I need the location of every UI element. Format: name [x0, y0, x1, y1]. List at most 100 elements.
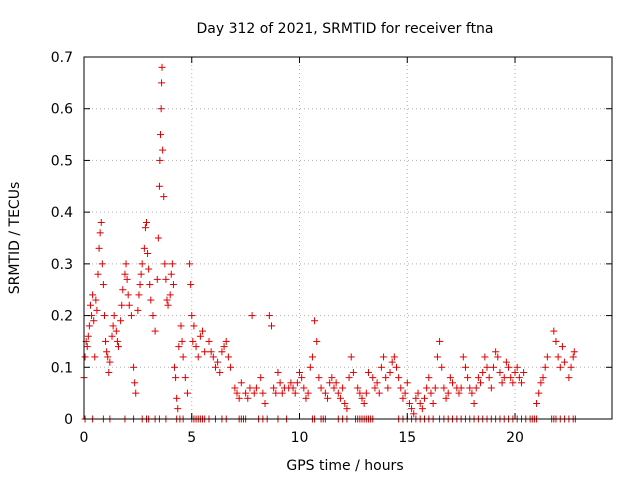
- data-point: [300, 384, 308, 392]
- data-point: [237, 379, 245, 387]
- data-point: [418, 405, 426, 413]
- data-point: [414, 389, 422, 397]
- data-point: [136, 281, 144, 289]
- data-point: [440, 384, 448, 392]
- data-point: [149, 312, 157, 320]
- data-point: [341, 399, 349, 407]
- data-point: [92, 296, 100, 304]
- data-point: [235, 394, 243, 402]
- data-point: [172, 374, 180, 382]
- data-point: [157, 131, 165, 139]
- data-point: [364, 368, 372, 376]
- y-tick-label: 0.3: [51, 257, 73, 273]
- data-point: [167, 270, 175, 278]
- y-axis-label: SRMTID / TECUs: [7, 182, 23, 295]
- data-point: [124, 291, 132, 299]
- data-point: [177, 322, 185, 330]
- data-point: [119, 286, 127, 294]
- data-point: [317, 384, 325, 392]
- data-point: [242, 389, 250, 397]
- data-point: [113, 337, 121, 345]
- data-point: [293, 379, 301, 387]
- data-point: [201, 348, 209, 356]
- data-point: [470, 399, 478, 407]
- data-point: [86, 301, 94, 309]
- data-point: [174, 405, 182, 413]
- data-point: [304, 389, 312, 397]
- data-point: [278, 389, 286, 397]
- x-axis-label: GPS time / hours: [286, 458, 403, 474]
- data-point: [85, 322, 93, 330]
- data-point: [567, 363, 575, 371]
- data-point: [410, 410, 418, 418]
- data-point: [455, 389, 463, 397]
- data-point: [265, 312, 273, 320]
- data-point: [138, 260, 146, 268]
- x-tick-label: 10: [291, 430, 309, 446]
- data-point: [250, 389, 258, 397]
- data-point: [99, 281, 107, 289]
- data-point: [160, 193, 168, 201]
- data-point: [145, 265, 153, 273]
- data-point: [106, 358, 114, 366]
- data-point: [114, 343, 122, 351]
- data-point: [347, 353, 355, 361]
- data-point: [289, 384, 297, 392]
- data-point: [159, 146, 167, 154]
- data-point: [349, 368, 357, 376]
- data-point: [466, 384, 474, 392]
- data-point: [158, 63, 166, 71]
- data-point: [543, 353, 551, 361]
- data-point: [179, 353, 187, 361]
- data-point: [188, 312, 196, 320]
- data-point: [500, 374, 508, 382]
- y-tick-label: 0.1: [51, 360, 73, 376]
- data-point: [227, 363, 235, 371]
- data-point: [390, 353, 398, 361]
- data-point: [384, 384, 392, 392]
- data-point: [502, 358, 510, 366]
- data-point: [94, 270, 102, 278]
- data-point: [287, 379, 295, 387]
- data-point: [408, 405, 416, 413]
- data-point: [358, 394, 366, 402]
- data-point: [118, 301, 126, 309]
- data-point: [405, 399, 413, 407]
- data-point: [175, 343, 183, 351]
- data-point: [373, 379, 381, 387]
- data-point: [192, 343, 200, 351]
- data-point: [513, 363, 521, 371]
- data-point: [147, 296, 155, 304]
- data-point: [308, 353, 316, 361]
- data-point: [427, 389, 435, 397]
- data-point: [377, 363, 385, 371]
- y-tick-label: 0.6: [51, 102, 73, 118]
- data-point: [392, 363, 400, 371]
- data-point: [97, 218, 105, 226]
- data-point: [102, 337, 110, 345]
- data-point: [121, 270, 129, 278]
- gridlines: [84, 57, 612, 419]
- data-point: [137, 270, 145, 278]
- data-point: [134, 306, 142, 314]
- data-point: [270, 384, 278, 392]
- data-point: [302, 394, 310, 402]
- data-point: [132, 389, 140, 397]
- y-tick-label: 0.2: [51, 309, 73, 325]
- data-point: [421, 394, 429, 402]
- data-point: [412, 394, 420, 402]
- data-point: [291, 389, 299, 397]
- data-point: [403, 379, 411, 387]
- data-point: [298, 374, 306, 382]
- data-point: [211, 363, 219, 371]
- data-point: [161, 260, 169, 268]
- data-point: [155, 182, 163, 190]
- data-point: [306, 363, 314, 371]
- data-point: [565, 374, 573, 382]
- data-point: [438, 363, 446, 371]
- data-point: [464, 374, 472, 382]
- data-point: [494, 353, 502, 361]
- plot-frame: [83, 56, 613, 420]
- data-point: [520, 368, 528, 376]
- data-point: [369, 374, 377, 382]
